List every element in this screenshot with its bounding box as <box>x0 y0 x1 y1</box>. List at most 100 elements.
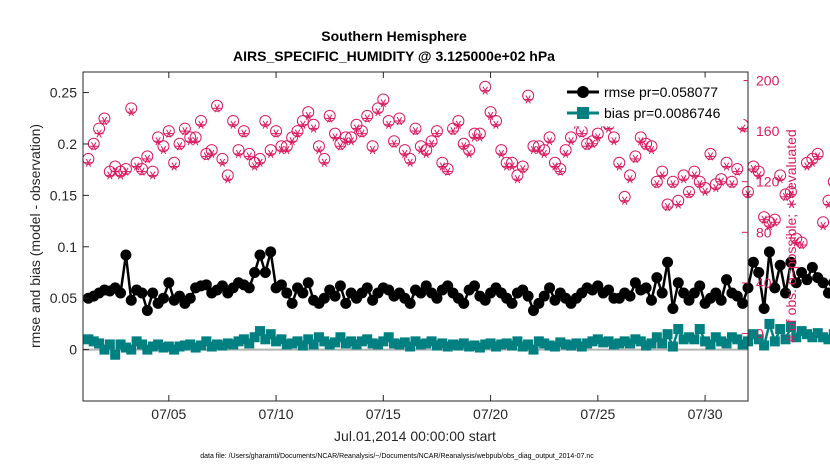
obs-possible-point <box>683 185 696 198</box>
obs-possible-point <box>784 185 797 198</box>
obs-evaluated-point <box>207 149 217 159</box>
rmse-point <box>822 287 830 299</box>
bias-point <box>576 341 587 352</box>
bias-point <box>523 339 534 350</box>
obs-possible-point <box>425 135 438 148</box>
bias-point <box>694 324 705 335</box>
bias-point <box>646 338 657 349</box>
bias-point <box>378 336 389 347</box>
legend-rmse-marker <box>577 86 589 98</box>
rmse-point <box>329 290 341 302</box>
bias-point <box>453 340 464 351</box>
bias-point <box>389 338 400 349</box>
bias-point <box>625 338 636 349</box>
rmse-point <box>753 266 765 278</box>
obs-possible-point <box>677 169 690 182</box>
bias-point <box>249 332 260 343</box>
obs-evaluated-point <box>496 149 506 159</box>
obs-evaluated-point <box>486 111 496 121</box>
y2-tick-label: 0 <box>756 326 764 342</box>
y2-tick-label: 160 <box>756 123 780 139</box>
bias-point <box>190 342 201 353</box>
bias-point <box>126 344 137 355</box>
obs-evaluated-point <box>711 183 721 193</box>
chart-subtitle: AIRS_SPECIFIC_HUMIDITY @ 3.125000e+02 hP… <box>233 48 555 64</box>
bias-point <box>399 337 410 348</box>
x-tick-label: 07/30 <box>688 406 723 422</box>
rmse-point <box>774 259 786 271</box>
obs-evaluated-point <box>94 129 104 138</box>
bias-point <box>812 328 823 339</box>
bias-point <box>292 336 303 347</box>
bias-point <box>147 341 158 352</box>
rmse-point <box>254 249 266 261</box>
bias-point <box>195 340 206 351</box>
bias-point <box>480 339 491 350</box>
obs-evaluated-point <box>180 126 190 136</box>
rmse-point <box>656 287 668 299</box>
obs-possible-point <box>189 131 202 144</box>
obs-possible-point <box>543 131 556 144</box>
bias-point <box>431 340 442 351</box>
obs-possible-point <box>650 175 663 188</box>
rmse-point <box>667 302 679 314</box>
obs-evaluated-point <box>657 171 667 180</box>
obs-evaluated-point <box>797 240 807 250</box>
bias-point <box>807 332 818 343</box>
rmse-point <box>672 277 684 289</box>
obs-evaluated-point <box>620 196 630 205</box>
bias-point <box>748 329 759 340</box>
chart-title: Southern Hemisphere <box>321 28 467 44</box>
obs-evaluated-point <box>362 114 372 123</box>
bias-point <box>110 349 121 360</box>
obs-evaluated-point <box>175 142 185 151</box>
obs-evaluated-point <box>282 145 292 155</box>
obs-evaluated-point <box>255 158 265 167</box>
bias-point <box>287 338 298 349</box>
bias-point <box>614 338 625 349</box>
obs-possible-point <box>752 165 765 178</box>
bias-point <box>437 338 448 349</box>
bias-point <box>136 339 147 350</box>
bias-point <box>501 338 512 349</box>
obs-possible-point <box>774 169 787 182</box>
obs-evaluated-point <box>405 158 415 167</box>
obs-evaluated-point <box>346 137 356 146</box>
obs-possible-point <box>253 152 266 165</box>
obs-evaluated-point <box>561 149 571 159</box>
bias-point <box>710 332 721 343</box>
bias-point <box>533 336 544 347</box>
bias-point <box>791 332 802 343</box>
obs-possible-point <box>640 137 653 150</box>
bias-point <box>657 338 668 349</box>
bias-point <box>426 336 437 347</box>
obs-evaluated-point <box>335 142 345 151</box>
x-tick-label: 07/10 <box>259 406 294 422</box>
obs-possible-point <box>624 169 637 182</box>
rmse-point <box>790 277 802 289</box>
obs-possible-point <box>312 140 325 153</box>
bias-point <box>673 324 684 335</box>
obs-possible-point <box>827 177 830 187</box>
obs-possible-point <box>688 165 701 178</box>
obs-possible-point <box>264 144 277 157</box>
bias-point <box>512 336 523 347</box>
obs-evaluated-point <box>754 171 764 180</box>
bias-point <box>201 336 212 347</box>
rmse-point <box>431 292 443 304</box>
obs-evaluated-point <box>673 200 683 209</box>
obs-possible-point <box>146 165 159 178</box>
obs-possible-point <box>259 114 272 127</box>
obs-evaluated-point <box>421 149 431 159</box>
obs-evaluated-point <box>191 137 201 146</box>
obs-evaluated-point <box>169 162 179 171</box>
obs-possible-point <box>221 169 234 182</box>
obs-evaluated-point <box>609 137 619 146</box>
bias-point <box>700 336 711 347</box>
obs-possible-point <box>141 150 154 163</box>
obs-evaluated-point <box>378 99 388 108</box>
obs-possible-point <box>607 131 620 144</box>
obs-possible-point <box>704 147 717 160</box>
obs-evaluated-point <box>260 120 270 129</box>
bias-point <box>260 334 271 345</box>
